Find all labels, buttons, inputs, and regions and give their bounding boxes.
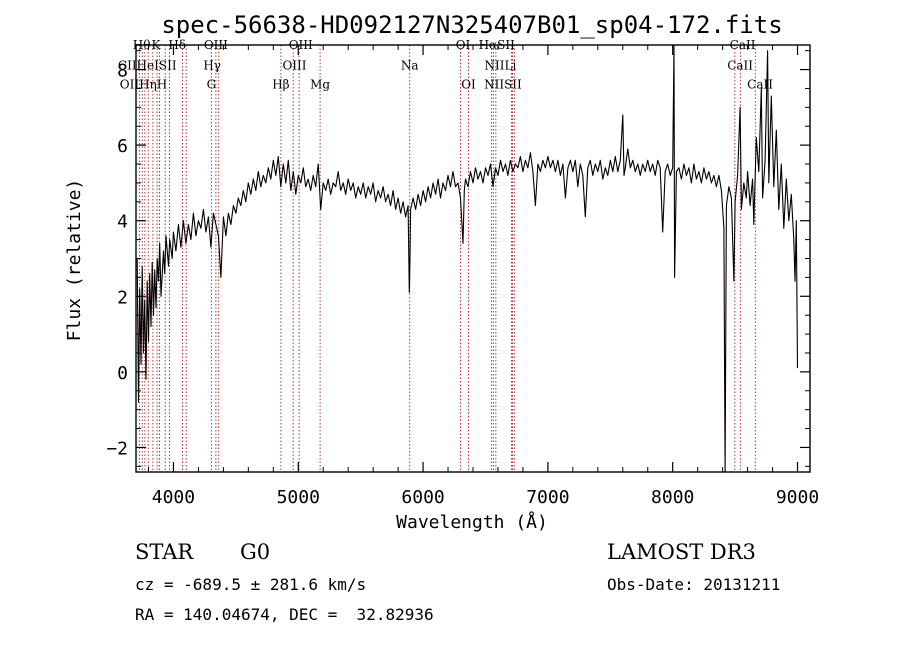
y-tick-label-3: 4 bbox=[117, 212, 128, 233]
y-tick-label-2: 2 bbox=[117, 287, 128, 308]
obs-date-readout: Obs-Date: 20131211 bbox=[607, 575, 781, 594]
line-label-9: Hγ bbox=[203, 59, 221, 73]
line-label-8: CIIHeISII bbox=[118, 59, 177, 73]
line-label-14: OIIHηH bbox=[120, 77, 167, 91]
line-label-18: OI bbox=[461, 77, 476, 91]
x-axis-label: Wavelength (Å) bbox=[396, 511, 548, 533]
line-label-11: Na bbox=[401, 59, 419, 73]
line-label-16: Hβ bbox=[272, 77, 289, 91]
x-tick-label-0: 4000 bbox=[152, 487, 195, 508]
chart-title: spec-56638-HD092127N325407B01_sp04-172.f… bbox=[161, 11, 782, 39]
x-tick-label-2: 6000 bbox=[401, 487, 444, 508]
series-layer bbox=[136, 44, 799, 473]
line-label-10: OIII bbox=[282, 59, 306, 73]
line-label-12: NIILi bbox=[485, 59, 517, 73]
coords-readout: RA = 140.04674, DEC = 32.82936 bbox=[135, 605, 434, 624]
line-label-13: CaII bbox=[727, 59, 753, 73]
object-class: STAR bbox=[135, 540, 194, 564]
x-tick-label-4: 8000 bbox=[651, 487, 694, 508]
plot-frame bbox=[135, 44, 811, 473]
line-label-15: G bbox=[207, 77, 217, 91]
y-tick-label-4: 6 bbox=[117, 136, 128, 157]
spectrum-series-line-0 bbox=[136, 44, 799, 473]
survey-name: LAMOST DR3 bbox=[607, 540, 756, 564]
object-subclass: G0 bbox=[240, 540, 271, 564]
x-ticks: 4000 5000 6000 7000 8000 9000 bbox=[147, 45, 819, 508]
y-ticks: −2 0 2 4 6 8 bbox=[106, 50, 810, 467]
y-tick-label-5: 8 bbox=[117, 61, 128, 82]
line-label-20: CaII bbox=[747, 77, 773, 91]
line-label-19: NIISII bbox=[484, 77, 522, 91]
line-label-17: Mg bbox=[310, 77, 330, 91]
y-tick-label-1: 0 bbox=[117, 363, 128, 384]
x-tick-label-5: 9000 bbox=[776, 487, 819, 508]
y-axis-label: Flux (relative) bbox=[64, 179, 85, 342]
y-tick-label-0: −2 bbox=[106, 438, 128, 459]
redshift-readout: cz = -689.5 ± 281.6 km/s bbox=[135, 575, 367, 594]
x-tick-label-3: 7000 bbox=[526, 487, 569, 508]
x-tick-label-1: 5000 bbox=[277, 487, 320, 508]
spectral-line-markers bbox=[138, 45, 756, 472]
